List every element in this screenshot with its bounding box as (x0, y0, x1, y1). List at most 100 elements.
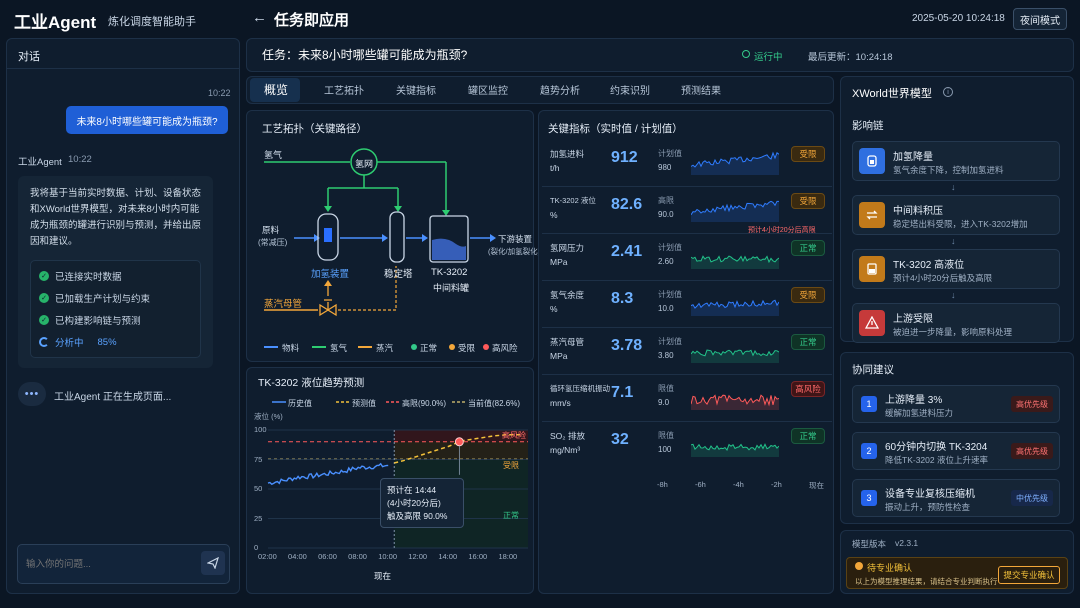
sparkline-x-tick: -4h (733, 480, 744, 489)
send-button[interactable] (201, 551, 225, 575)
metric-unit: mg/Nm³ (550, 445, 581, 455)
tab-overview[interactable]: 概览 (264, 83, 289, 97)
metric-sparkline (691, 299, 779, 316)
metric-value: 3.78 (611, 337, 643, 354)
legend-forecast: 预测值 (352, 399, 376, 408)
info-icon[interactable]: i (943, 87, 953, 97)
metric-label: 循环氢压缩机振动 (550, 384, 610, 393)
page-title: 任务即应用 (274, 12, 350, 29)
legend-hydrogen: 氢气 (330, 343, 348, 353)
metric-sparkline (691, 443, 779, 457)
suggestion-item[interactable]: 1 上游降量 3% 缓解加氢进料压力 高优先级 (852, 385, 1060, 423)
label-feed: 原料 (262, 225, 280, 235)
x-tick-label: 02:00 (258, 552, 277, 561)
metric-unit: % (550, 210, 558, 220)
check-icon: ✓ (39, 271, 49, 281)
metric-row: 氢网压力 MPa 2.41 计划值 2.60 正常 (548, 237, 830, 283)
chain-item-desc: 被迫进一步降量，影响原料处理 (893, 327, 1013, 337)
suggestion-item[interactable]: 3 设备专业复核压缩机 振动上升，预防性检查 中优先级 (852, 479, 1060, 517)
tab-forecast[interactable]: 预测结果 (681, 86, 721, 97)
submit-confirm-button[interactable]: 提交专业确认 (998, 566, 1060, 584)
chat-input[interactable] (17, 544, 230, 584)
sparkline-x-tick: -8h (657, 480, 668, 489)
metric-plan: 计划值 2.60 (658, 243, 682, 266)
y-tick-label: 25 (254, 513, 263, 523)
app-subtitle: 炼化调度智能助手 (108, 16, 196, 28)
metric-unit: mm/s (550, 398, 571, 408)
label-stabilizer: 稳定塔 (384, 269, 413, 280)
suggestion-desc: 振动上升，预防性检查 (885, 502, 971, 512)
label-downstream: 下游装置 (498, 234, 533, 244)
metric-plan: 高限 90.0 (658, 196, 674, 219)
label-steam-header: 蒸汽母管 (264, 299, 303, 310)
metric-divider (542, 280, 832, 281)
priority-badge: 高优先级 (1011, 396, 1053, 412)
chain-item-desc: 氢气余度下降，控制加氢进料 (893, 165, 1004, 175)
metric-value: 2.41 (611, 243, 643, 260)
suggestion-item[interactable]: 2 60分钟内切换 TK-3204 降低TK-3202 液位上升速率 高优先级 (852, 432, 1060, 470)
now-label: 现在 (374, 571, 392, 581)
chat-title: 对话 (18, 51, 40, 63)
label-hydrogen: 氢气 (264, 150, 283, 160)
metric-name: 循环氢压缩机振动 mm/s (550, 382, 610, 410)
forecast-ylabel: 液位 (%) (254, 412, 283, 421)
x-tick-label: 06:00 (318, 552, 337, 561)
status-badge: 受限 (791, 287, 825, 303)
back-arrow-icon[interactable]: ← (252, 9, 267, 26)
tab-topology[interactable]: 工艺拓扑 (324, 86, 364, 97)
world-model-title: XWorld世界模型 (852, 88, 932, 100)
legend-steam: 蒸汽 (376, 343, 394, 353)
metric-label: SO₂ 排放 (550, 431, 585, 441)
zone-risk-label: 高风险 (502, 431, 526, 440)
status-badge: 正常 (791, 428, 825, 444)
night-mode-button[interactable]: 夜间模式 (1013, 8, 1067, 30)
forecast-tooltip: 预计在 14:44 (4小时20分后) 触及高限 90.0% (380, 478, 464, 528)
y-tick-label: 100 (254, 425, 267, 434)
metric-unit: MPa (550, 257, 568, 267)
impact-chain-item: 上游受限 被迫进一步降量，影响原料处理 (852, 303, 1060, 343)
task-title: 任务：未来8小时哪些罐可能成为瓶颈? (262, 48, 468, 62)
tab-key-metrics[interactable]: 关键指标 (396, 86, 436, 97)
metric-plan: 计划值 980 (658, 149, 682, 172)
suggestion-desc: 缓解加氢进料压力 (885, 408, 954, 418)
tab-tank-monitor[interactable]: 罐区监控 (468, 86, 508, 97)
metric-label: 加氢进料 (550, 149, 585, 159)
metric-row: 氢气余度% 8.3 计划值 10.0 受限 (548, 284, 830, 330)
history-series-line (267, 462, 389, 486)
metric-name: TK-3202 液位% (550, 194, 610, 222)
metric-label: 氢网压力 (550, 243, 585, 253)
impact-chain-item: TK-3202 高液位 预计4小时20分后触及高限 (852, 249, 1060, 289)
suggestion-number: 1 (861, 396, 877, 412)
status-badge: 高风险 (791, 381, 825, 397)
user-message-time: 10:22 (208, 88, 231, 98)
legend-current: 当前值(82.6%) (468, 399, 521, 408)
metric-row: TK-3202 液位% 82.6 高限 90.0 受限 预计4小时20分后高限 (548, 190, 830, 236)
tab-trend[interactable]: 趋势分析 (540, 86, 580, 97)
zone-risk (394, 430, 528, 442)
datetime: 2025-05-20 10:24:18 (912, 13, 1005, 24)
metric-divider (542, 233, 832, 234)
metric-sparkline (691, 255, 779, 269)
zone-normal-label: 正常 (503, 511, 519, 520)
app-title: 工业Agent (14, 13, 97, 32)
arrow-down-icon: ↓ (951, 236, 956, 246)
metric-sparkline (691, 151, 779, 175)
suggestion-number: 2 (861, 443, 877, 459)
tab-constraints[interactable]: 约束识别 (610, 86, 650, 97)
chain-item-title: 中间料积压 (893, 206, 943, 217)
metric-plan: 限值 9.0 (658, 384, 674, 407)
suggestion-desc: 降低TK-3202 液位上升速率 (885, 455, 988, 465)
forecast-title: TK-3202 液位趋势预测 (258, 377, 365, 389)
suggestion-number: 3 (861, 490, 877, 506)
label-tank: TK-3202 (431, 267, 468, 278)
topology-diagram (264, 148, 496, 350)
chain-item-title: TK-3202 高液位 (893, 260, 965, 271)
pending-icon (855, 562, 863, 570)
metric-divider (542, 186, 832, 187)
limit-crossing-point (454, 437, 464, 447)
metric-divider (542, 421, 832, 422)
tab-active-bg (250, 78, 300, 102)
tab-bar (246, 76, 834, 104)
legend-limited: 受限 (458, 343, 476, 353)
y-tick-label: 50 (254, 484, 263, 493)
